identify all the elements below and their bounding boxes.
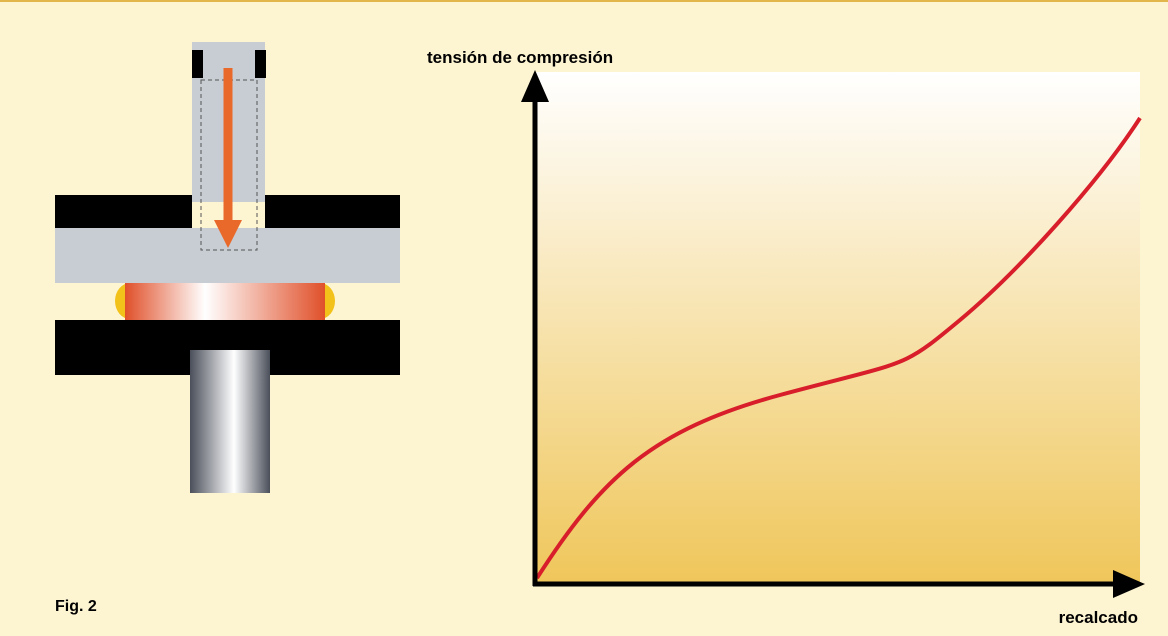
page: {"figure_label": "Fig. 2", "graph": {"y_… bbox=[0, 0, 1168, 636]
plot-area bbox=[535, 72, 1140, 585]
y-axis-label: tensión de compresión bbox=[427, 48, 613, 67]
figure: tensión de compresión recalcado Fig. 2 bbox=[0, 0, 1168, 636]
x-axis-label: recalcado bbox=[1059, 608, 1138, 627]
figure-label: Fig. 2 bbox=[55, 598, 97, 615]
